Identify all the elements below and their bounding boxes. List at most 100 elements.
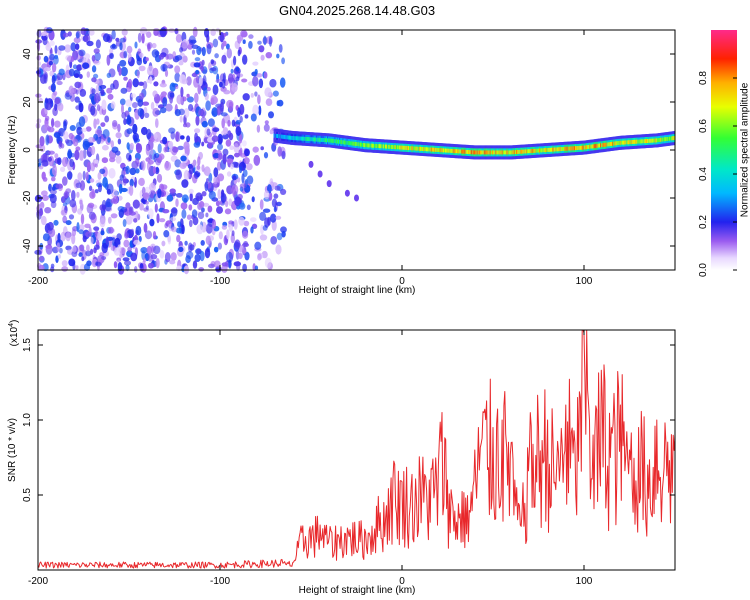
track-core (576, 146, 579, 151)
noise-blob (122, 176, 127, 186)
noise-blob (186, 96, 194, 103)
noise-blob (261, 250, 268, 259)
noise-blob (234, 152, 240, 158)
noise-blob (124, 260, 131, 266)
colorbar-tick-label: 0.2 (698, 215, 709, 229)
colorbar-tick-label: 0.4 (698, 167, 709, 181)
noise-blob (169, 259, 176, 265)
noise-blob (222, 153, 227, 165)
noise-blob (241, 140, 247, 147)
noise-blob (98, 183, 102, 193)
noise-blob (179, 135, 185, 140)
noise-blob (150, 254, 158, 260)
noise-blob (218, 231, 223, 240)
noise-blob (166, 53, 174, 60)
track-core (617, 141, 620, 145)
noise-blob (42, 233, 50, 242)
noise-blob (174, 131, 181, 142)
noise-blob (262, 208, 271, 213)
noise-blob (35, 39, 43, 44)
noise-blob (85, 126, 92, 132)
noise-blob (213, 246, 219, 253)
noise-blob (275, 244, 282, 255)
noise-blob (264, 257, 272, 269)
noise-blob (129, 178, 134, 187)
noise-blob (226, 171, 232, 177)
noise-blob (168, 127, 176, 134)
noise-blob (271, 220, 277, 231)
noise-blob (68, 214, 75, 220)
noise-blob (206, 178, 209, 183)
track-core (570, 146, 573, 151)
noise-blob (191, 209, 198, 218)
noise-blob (242, 230, 249, 239)
noise-blob (263, 152, 269, 159)
noise-blob (204, 28, 210, 38)
noise-blob (137, 107, 144, 117)
noise-blob (41, 171, 46, 180)
noise-blob (88, 136, 95, 144)
noise-blob (176, 234, 181, 243)
noise-blob (138, 65, 146, 72)
noise-blob (100, 122, 106, 127)
noise-blob (166, 194, 174, 202)
noise-blob (239, 166, 243, 174)
noise-blob (204, 181, 209, 192)
noise-blob (115, 155, 122, 164)
noise-blob (90, 105, 96, 116)
track-core (552, 147, 555, 152)
noise-blob (119, 98, 126, 106)
noise-blob (206, 43, 212, 55)
colorbar-gradient (711, 30, 737, 270)
noise-blob (178, 61, 184, 66)
noise-blob (217, 173, 225, 182)
noise-blob (51, 92, 57, 101)
snr-panel: -200 -100 0 100 0.5 1.0 1.5 Height of straigh… (7, 320, 676, 596)
noise-blob (251, 196, 255, 203)
x-tick-label: -200 (28, 276, 48, 287)
noise-blob (87, 161, 91, 173)
noise-blob (40, 215, 47, 226)
noise-blob (197, 156, 201, 166)
noise-blob (94, 227, 99, 232)
noise-blob (156, 173, 163, 183)
noise-blob (100, 89, 105, 96)
noise-blob (228, 73, 234, 84)
noise-blob (216, 206, 223, 214)
noise-blob (174, 84, 179, 90)
branch-blob (326, 180, 332, 188)
noise-blob (258, 105, 262, 116)
noise-blob (271, 198, 277, 208)
noise-blob (189, 192, 193, 202)
noise-blob (56, 242, 60, 253)
noise-blob (240, 30, 248, 38)
noise-blob (43, 67, 52, 72)
noise-blob (218, 136, 223, 145)
noise-blob (222, 72, 226, 84)
noise-blob (142, 80, 148, 90)
noise-blob (108, 226, 114, 234)
track-core (612, 141, 615, 146)
snr-x-ticks: -200 -100 0 100 (28, 330, 593, 587)
noise-blob (226, 185, 234, 195)
noise-blob (242, 54, 248, 65)
noise-blob (196, 195, 200, 201)
noise-blob (227, 130, 232, 138)
x-tick-label: -200 (28, 576, 48, 587)
noise-blob (45, 134, 50, 146)
noise-blob (281, 57, 285, 65)
track-core (529, 149, 532, 154)
noise-blob (62, 156, 68, 168)
noise-blob (47, 221, 54, 231)
noise-blob (88, 226, 92, 237)
noise-blob (79, 180, 86, 191)
noise-blob (244, 148, 250, 157)
noise-blob (158, 218, 166, 223)
noise-blob (93, 92, 101, 104)
track-core (624, 140, 627, 145)
noise-blob (64, 138, 70, 144)
noise-blob (262, 225, 268, 231)
noise-blob (70, 55, 75, 63)
noise-blob (193, 141, 201, 148)
noise-blob (78, 229, 84, 235)
